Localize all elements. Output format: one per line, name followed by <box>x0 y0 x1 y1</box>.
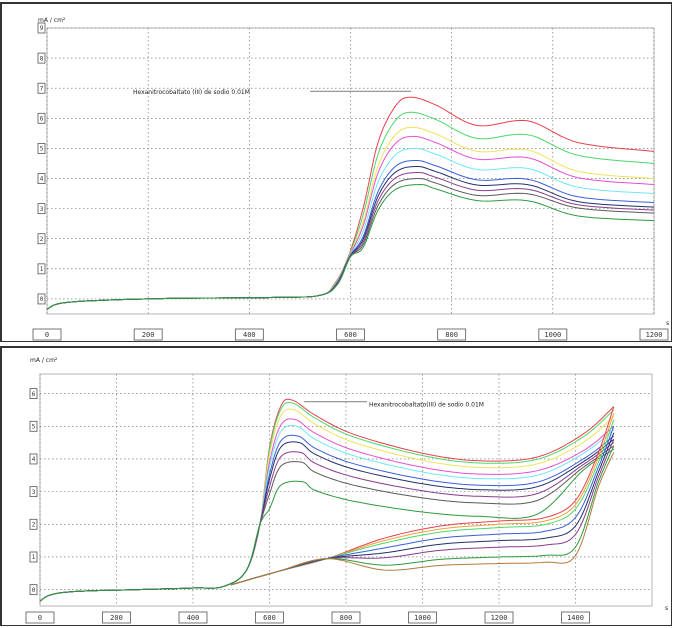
bottom-y-unit-label: mA / cm² <box>30 357 58 364</box>
bottom-x-tick-label: 800 <box>340 614 353 622</box>
top-series-line <box>46 183 655 310</box>
bottom-x-tick: 0 <box>25 611 55 624</box>
bottom-x-tick-label: 600 <box>263 614 276 622</box>
top-y-tick: 7 <box>37 82 46 94</box>
bottom-y-tick: 0 <box>29 584 38 596</box>
top-y-tick-label: 5 <box>40 146 44 153</box>
bottom-y-tick: 1 <box>29 551 38 563</box>
bottom-y-tick: 5 <box>29 420 38 432</box>
bottom-x-unit-label: s <box>665 605 668 612</box>
top-x-tick: 800 <box>437 328 467 341</box>
top-y-tick: 8 <box>37 52 46 64</box>
bottom-y-tick: 3 <box>29 486 38 498</box>
top-y-unit-label: mA / cm² <box>38 17 66 24</box>
top-y-tick-label: 8 <box>40 55 44 62</box>
top-series-line <box>46 111 655 310</box>
bottom-y-tick-label: 6 <box>32 391 36 398</box>
bottom-x-tick: 600 <box>255 611 284 624</box>
bottom-x-tick-label: 1000 <box>414 614 431 622</box>
bottom-forward-line <box>39 402 615 602</box>
top-y-tick-label: 6 <box>40 116 44 123</box>
bottom-y-tick-label: 1 <box>32 554 36 561</box>
bottom-y-tick: 6 <box>29 388 38 400</box>
top-x-tick-label: 800 <box>445 331 458 339</box>
top-chart: 0 1 2 3 4 5 6 7 8 9 0 200 400 600 800 1000 1200 mA / cm² s… <box>32 17 669 341</box>
top-x-tick: 1000 <box>538 328 568 341</box>
top-y-tick: 1 <box>37 263 46 275</box>
bottom-x-tick: 800 <box>331 611 361 624</box>
bottom-forward-line <box>39 398 615 602</box>
bottom-x-tick: 400 <box>178 611 208 624</box>
bottom-y-tick-label: 3 <box>32 489 36 496</box>
bottom-y-tick-label: 5 <box>32 423 36 430</box>
bottom-chart-panel: 0 1 2 3 4 5 6 0 200 400 600 800 1000 1200 1400 mA / cm²… <box>0 346 672 626</box>
top-x-unit-label: s <box>666 320 669 327</box>
top-series-line <box>46 135 655 310</box>
top-x-tick: 0 <box>32 328 62 341</box>
bottom-y-tick: 2 <box>29 518 38 530</box>
bottom-x-tick-label: 1400 <box>567 614 584 622</box>
bottom-y-tick: 4 <box>29 453 38 465</box>
bottom-x-tick: 200 <box>102 611 131 624</box>
top-x-tick: 1200 <box>639 328 669 341</box>
bottom-forward-line <box>39 418 615 602</box>
bottom-x-tick: 1000 <box>408 611 437 624</box>
top-y-tick-label: 3 <box>40 206 44 213</box>
top-chart-panel: 0 1 2 3 4 5 6 7 8 9 0 200 400 600 800 1000 1200 mA / cm² s… <box>0 2 672 342</box>
top-y-tick: 5 <box>37 143 46 154</box>
top-x-tick-label: 0 <box>45 331 49 339</box>
bottom-y-tick-label: 0 <box>32 587 36 594</box>
top-y-tick-label: 7 <box>40 85 44 92</box>
top-x-tick: 200 <box>133 328 163 341</box>
top-y-tick: 3 <box>37 203 46 215</box>
bottom-x-tick: 1200 <box>484 611 514 624</box>
top-x-tick: 600 <box>336 328 365 341</box>
top-plot-area <box>46 27 655 315</box>
top-y-tick-label: 9 <box>40 25 44 32</box>
top-y-tick: 2 <box>37 233 46 245</box>
top-x-tick: 400 <box>234 328 264 341</box>
top-y-tick: 4 <box>37 173 46 184</box>
top-annotation: Hexanitrocobaltato (III) de sodio 0.01M <box>133 89 250 96</box>
bottom-x-tick-label: 200 <box>110 614 123 622</box>
bottom-chart: 0 1 2 3 4 5 6 0 200 400 600 800 1000 1200 1400 mA / cm²… <box>25 357 668 624</box>
bottom-return-line <box>231 452 615 586</box>
bottom-y-tick-label: 2 <box>32 522 36 529</box>
bottom-x-tick-label: 1200 <box>491 614 508 622</box>
top-y-tick: 6 <box>37 112 46 124</box>
bottom-annotation: Hexanitrocobaltato(III) de sodio 0.01M <box>369 402 484 409</box>
top-x-tick-label: 400 <box>243 331 256 339</box>
bottom-x-tick-label: 0 <box>38 614 42 622</box>
top-y-tick: 9 <box>37 22 46 34</box>
top-x-tick-label: 1000 <box>544 331 561 339</box>
top-x-tick-label: 1200 <box>646 331 663 339</box>
bottom-forward-line <box>39 442 615 602</box>
bottom-x-tick: 1400 <box>561 611 590 624</box>
top-y-tick-label: 1 <box>40 266 44 273</box>
bottom-y-tick-label: 4 <box>32 456 36 463</box>
bottom-x-tick-label: 400 <box>187 614 200 622</box>
top-y-tick-label: 4 <box>40 176 44 183</box>
top-x-tick-label: 200 <box>142 331 155 339</box>
top-y-tick-label: 2 <box>40 236 44 243</box>
top-y-tick-label: 0 <box>40 296 44 303</box>
top-x-tick-label: 600 <box>344 331 357 339</box>
bottom-forward-line <box>39 425 615 602</box>
bottom-forward-line <box>39 408 615 602</box>
bottom-forward-line <box>39 448 615 602</box>
top-y-tick: 0 <box>37 293 46 305</box>
top-series-line <box>46 126 655 310</box>
